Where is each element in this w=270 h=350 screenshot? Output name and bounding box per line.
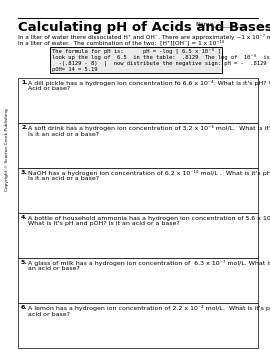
FancyBboxPatch shape — [50, 47, 222, 73]
Text: 6.: 6. — [21, 305, 28, 310]
Text: A bottle of household ammonia has a hydrogen ion concentration of 5.6 x 10⁻¹¹ mo: A bottle of household ammonia has a hydr… — [28, 215, 270, 221]
Text: 2.: 2. — [21, 125, 28, 130]
Text: acid or base?: acid or base? — [28, 312, 70, 316]
FancyBboxPatch shape — [18, 303, 258, 348]
Text: Is it an acid or a base?: Is it an acid or a base? — [28, 132, 99, 136]
Text: A glass of milk has a hydrogen ion concentration of  6.3 x 10⁻⁷ mol/L. What is i: A glass of milk has a hydrogen ion conce… — [28, 260, 270, 266]
Text: A lemon has a hydrogen ion concentration of 2.2 x 10⁻² mol/L.  What is it's pH a: A lemon has a hydrogen ion concentration… — [28, 305, 270, 311]
Text: Calculating pH of Acids and Bases: Calculating pH of Acids and Bases — [18, 21, 270, 34]
Text: NaOH has a hydrogen ion concentration of 6.2 x 10⁻¹⁰ mol/L .  What is it's pH an: NaOH has a hydrogen ion concentration of… — [28, 170, 270, 176]
Text: In a liter of water there dissociated H⁺ and OH⁻. There are approximately ~1 x 1: In a liter of water there dissociated H⁺… — [18, 34, 270, 40]
Text: an acid or base?: an acid or base? — [28, 266, 80, 272]
FancyBboxPatch shape — [18, 258, 258, 303]
FancyBboxPatch shape — [18, 168, 258, 213]
Text: 4.: 4. — [21, 215, 28, 220]
Text: Name___________: Name___________ — [195, 21, 248, 27]
Text: What is it's pH and pOH? Is it an acid or a base?: What is it's pH and pOH? Is it an acid o… — [28, 222, 180, 226]
Text: A soft drink has a hydrogen ion concentration of 3.2 x 10⁻³ mol/L.  What is it's: A soft drink has a hydrogen ion concentr… — [28, 125, 270, 131]
Text: Is it an acid or a base?: Is it an acid or a base? — [28, 176, 99, 182]
Text: -(.8129 - 8)  |  now distribute the negative sign: pH = -  .8129 + 8: -(.8129 - 8) | now distribute the negati… — [52, 61, 270, 66]
FancyBboxPatch shape — [18, 78, 258, 123]
Text: 5.: 5. — [21, 260, 28, 265]
Text: 3.: 3. — [21, 170, 28, 175]
Text: The formula for pH is:      pH = -log [ 6.5 x 10⁻⁸ ]: The formula for pH is: pH = -log [ 6.5 x… — [52, 49, 221, 55]
FancyBboxPatch shape — [18, 123, 258, 168]
Text: 1.: 1. — [21, 80, 28, 85]
Text: Copyright © Scorton Creek Publishing: Copyright © Scorton Creek Publishing — [5, 108, 9, 191]
Text: look up the log of  6.5  in the table:  .8129  The log of  10⁻⁸  is -8: look up the log of 6.5 in the table: .81… — [52, 55, 270, 61]
Text: Acid or base?: Acid or base? — [28, 86, 70, 91]
Text: A dill pickle has a hydrogen ion concentration fo 6.6 x 10⁻⁴. What is it's pH? W: A dill pickle has a hydrogen ion concent… — [28, 80, 270, 86]
Text: pOH= 14 = 5.19: pOH= 14 = 5.19 — [52, 66, 97, 71]
Text: in a liter of water.  The combination of the two:  [H⁺][OH⁻] = 1 x 10⁻¹⁴: in a liter of water. The combination of … — [18, 40, 224, 45]
FancyBboxPatch shape — [18, 213, 258, 258]
